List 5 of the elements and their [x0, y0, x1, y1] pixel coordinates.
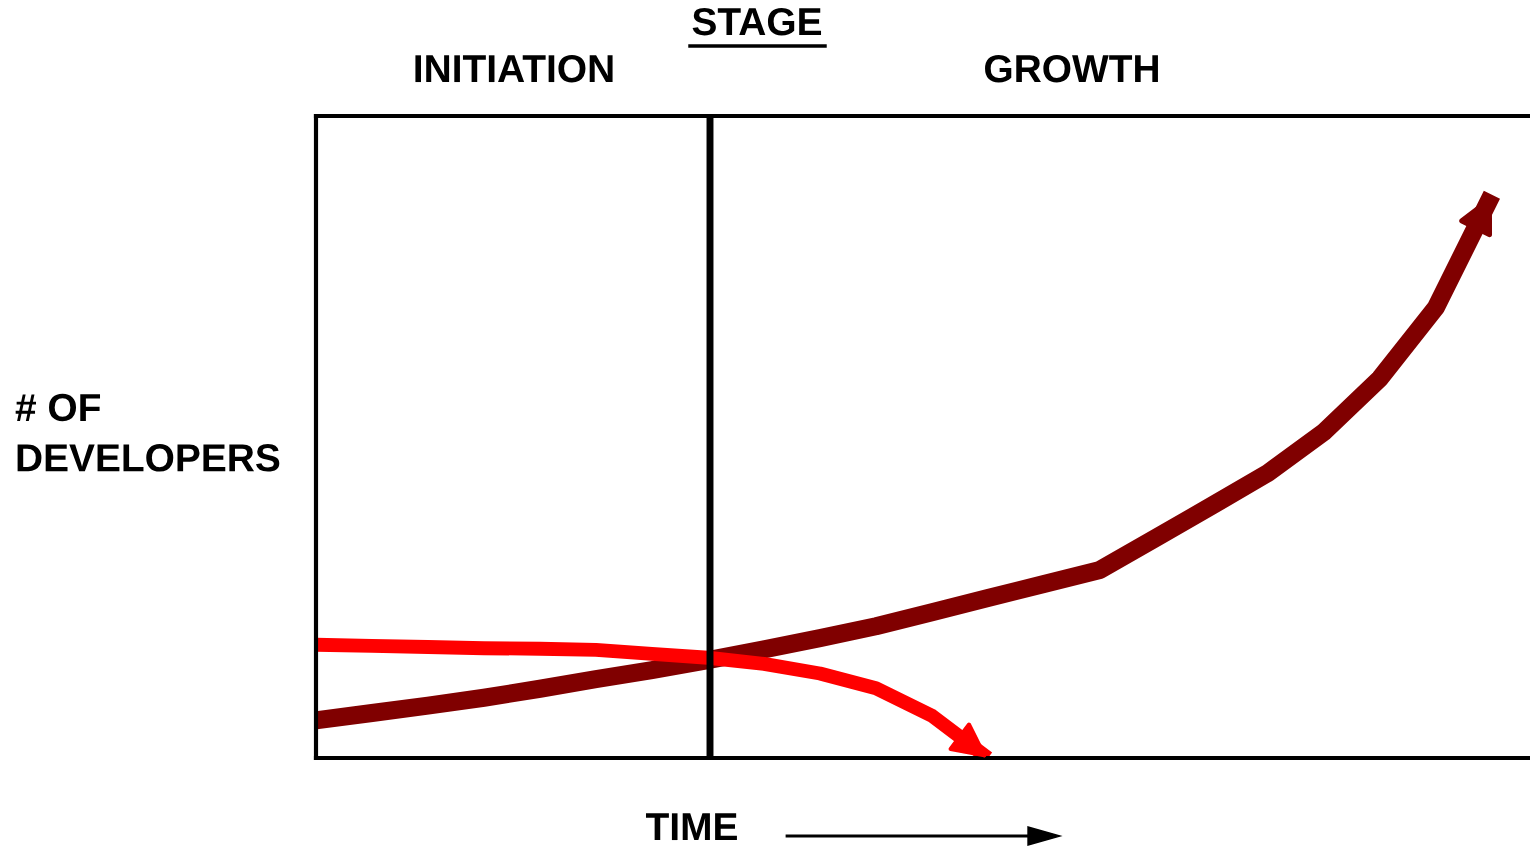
text: INITIATION [415, 54, 613, 83]
text: GROWTH [985, 54, 1158, 83]
x-axis-title: TIME [645, 813, 737, 841]
y-axis-title: # OF DEVELOPERS [15, 393, 280, 472]
chart-title: STAGE [692, 7, 822, 36]
